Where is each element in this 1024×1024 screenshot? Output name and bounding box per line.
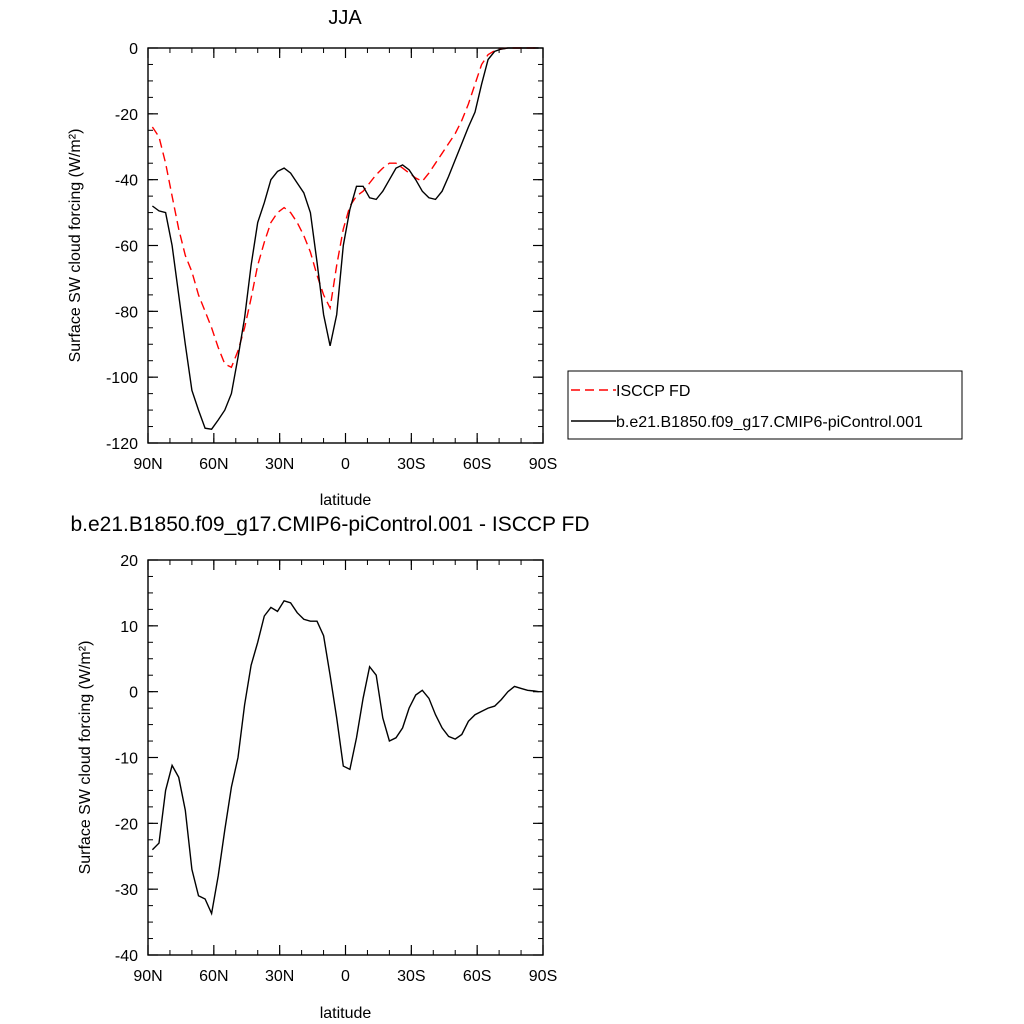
chart-title: b.e21.B1850.f09_g17.CMIP6-piControl.001 … xyxy=(70,513,589,536)
series-line-series-0 xyxy=(151,599,539,916)
plot-frame xyxy=(147,559,544,956)
y-tick-label: -40 xyxy=(115,948,138,965)
x-tick-label: 60N xyxy=(199,968,228,985)
legend: ISCCP FD b.e21.B1850.f09_g17.CMIP6-piCont… xyxy=(567,370,963,440)
x-tick-label: 30N xyxy=(265,968,294,985)
x-tick-label: 30N xyxy=(265,456,294,473)
x-tick-label: 30S xyxy=(397,968,425,985)
y-tick-label: -80 xyxy=(115,304,138,321)
chart-jja: JJA 0 -20 -40 -60 -80 -100 -120 90N 60N 30N 0 30S 60S… xyxy=(67,7,557,509)
y-axis-label: Surface SW cloud forcing (W/m²) xyxy=(67,129,84,363)
y-tick-label: 20 xyxy=(120,553,138,570)
y-tick-label: -100 xyxy=(106,370,138,387)
x-tick-label: 90N xyxy=(133,968,162,985)
legend-label: b.e21.B1850.f09_g17.CMIP6-piControl.001 xyxy=(616,414,923,431)
y-tick-label: 10 xyxy=(120,619,138,636)
chart-title: JJA xyxy=(328,7,362,29)
x-axis-label: latitude xyxy=(320,1005,372,1022)
y-tick-label: -40 xyxy=(115,173,138,190)
y-tick-label: 0 xyxy=(129,685,138,702)
y-tick-label: 0 xyxy=(129,41,138,58)
x-tick-label: 60N xyxy=(199,456,228,473)
legend-label: ISCCP FD xyxy=(616,383,690,400)
plot-frame xyxy=(147,47,544,444)
series-line-isccp-fd xyxy=(151,47,539,369)
x-tick-label: 90N xyxy=(133,456,162,473)
chart-difference: b.e21.B1850.f09_g17.CMIP6-piControl.001 … xyxy=(70,513,589,1022)
x-tick-label: 60S xyxy=(463,456,491,473)
x-tick-label: 0 xyxy=(341,456,350,473)
y-tick-label: -20 xyxy=(115,816,138,833)
y-tick-label: -30 xyxy=(115,882,138,899)
x-tick-label: 0 xyxy=(341,968,350,985)
series-line-b-e21-b1850-f09-g17-cmip6-picontrol-001 xyxy=(151,47,539,430)
x-tick-label: 90S xyxy=(529,456,557,473)
x-tick-label: 30S xyxy=(397,456,425,473)
x-axis-label: latitude xyxy=(320,492,372,509)
x-tick-label: 60S xyxy=(463,968,491,985)
y-tick-label: -20 xyxy=(115,107,138,124)
y-axis-label: Surface SW cloud forcing (W/m²) xyxy=(77,641,94,875)
x-tick-label: 90S xyxy=(529,968,557,985)
y-tick-label: -10 xyxy=(115,751,138,768)
y-tick-label: -60 xyxy=(115,239,138,256)
y-tick-label: -120 xyxy=(106,436,138,453)
legend-box xyxy=(567,370,963,440)
